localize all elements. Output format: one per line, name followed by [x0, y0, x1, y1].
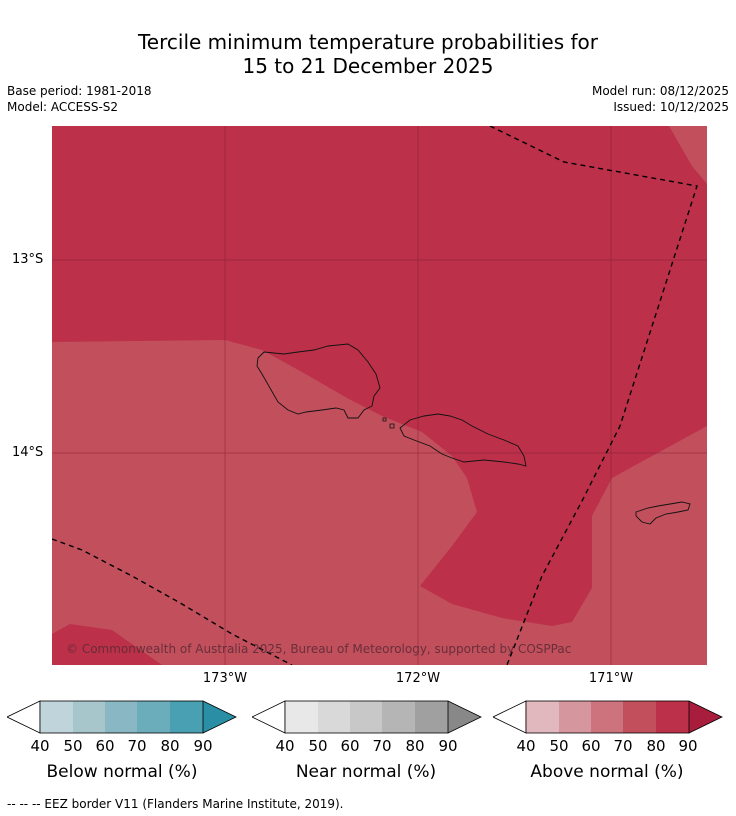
region-above-70-southwest: [52, 340, 552, 665]
copyright-text: © Commonwealth of Australia 2025, Bureau…: [66, 642, 571, 656]
above-tick-70: 70: [613, 737, 633, 755]
above-tick-40: 40: [516, 737, 536, 755]
below-tick-50: 50: [63, 737, 83, 755]
above-swatch-80: [656, 701, 689, 733]
near-tick-40: 40: [275, 737, 295, 755]
island-apolima: [382, 417, 387, 422]
above-swatch-50: [559, 701, 591, 733]
model-run: Model run: 08/12/2025: [591, 84, 729, 98]
meta-right: Model run: 08/12/2025 Issued: 10/12/2025: [592, 83, 729, 115]
below-tick-70: 70: [127, 737, 147, 755]
below-normal-label: Below normal (%): [46, 762, 198, 782]
below-swatch-70: [137, 701, 170, 733]
graticule: [52, 126, 707, 665]
near-swatch-60: [350, 701, 382, 733]
above-tick-60: 60: [581, 737, 601, 755]
near-swatch-80: [415, 701, 448, 733]
below-swatch-50: [73, 701, 105, 733]
island-savaii: [256, 343, 381, 419]
eez-border: [52, 126, 698, 665]
lat-label-13s: 13°S: [12, 252, 44, 267]
lon-label-171w: 171°W: [588, 671, 634, 686]
lon-label-173w: 173°W: [202, 671, 248, 686]
lon-label-172w: 172°W: [395, 671, 441, 686]
eez-footer-note: -- -- -- EEZ border V11 (Flanders Marine…: [7, 797, 344, 811]
colorbar-below-normal: [6, 700, 237, 738]
above-tick-90: 90: [678, 737, 698, 755]
below-tick-80: 80: [160, 737, 180, 755]
near-normal-label: Near normal (%): [295, 762, 437, 782]
above-normal-label: Above normal (%): [530, 762, 684, 782]
colorbar-below-svg: [6, 700, 237, 734]
colorbar-near-normal: [251, 700, 482, 738]
near-swatch-50: [318, 701, 350, 733]
colorbar-above-svg: [492, 700, 723, 734]
island-tutuila: [635, 501, 691, 525]
model-name: Model: ACCESS-S2: [7, 100, 119, 114]
below-tick-60: 60: [95, 737, 115, 755]
above-tick-50: 50: [549, 737, 569, 755]
below-tick-40: 40: [30, 737, 50, 755]
near-tick-70: 70: [372, 737, 392, 755]
probability-map: © Commonwealth of Australia 2025, Bureau…: [52, 126, 707, 665]
base-period: Base period: 1981-2018: [7, 84, 152, 98]
meta-left: Base period: 1981-2018 Model: ACCESS-S2: [7, 83, 152, 115]
above-swatch-40: [526, 701, 559, 733]
near-tick-50: 50: [308, 737, 328, 755]
colorbar-near-svg: [251, 700, 482, 734]
above-swatch-60: [591, 701, 623, 733]
island-manono: [389, 423, 395, 429]
map-svg: © Commonwealth of Australia 2025, Bureau…: [52, 126, 707, 665]
above-tick-80: 80: [646, 737, 666, 755]
near-swatch-70: [382, 701, 415, 733]
below-swatch-60: [105, 701, 137, 733]
near-tick-90: 90: [438, 737, 458, 755]
island-upolu: [399, 413, 527, 467]
below-swatch-40: [40, 701, 73, 733]
near-swatch-40: [285, 701, 318, 733]
near-tick-80: 80: [405, 737, 425, 755]
above-swatch-70: [623, 701, 656, 733]
lat-label-14s: 14°S: [12, 445, 44, 460]
below-tick-90: 90: [193, 737, 213, 755]
region-above-70-southeast: [552, 426, 707, 665]
title-line-1: Tercile minimum temperature probabilitie…: [137, 30, 599, 54]
above-swatch-90: [689, 701, 722, 733]
below-swatch-80: [170, 701, 203, 733]
below-swatch-90: [203, 701, 236, 733]
region-above-70-northeast: [669, 126, 707, 184]
near-swatch-90: [448, 701, 481, 733]
issued-date: Issued: 10/12/2025: [613, 100, 729, 114]
region-above-80-southwest-corner: [52, 624, 162, 665]
near-tick-60: 60: [340, 737, 360, 755]
colorbar-above-normal: [492, 700, 723, 738]
chart-title: Tercile minimum temperature probabilitie…: [0, 30, 736, 78]
title-line-2: 15 to 21 December 2025: [242, 54, 494, 78]
